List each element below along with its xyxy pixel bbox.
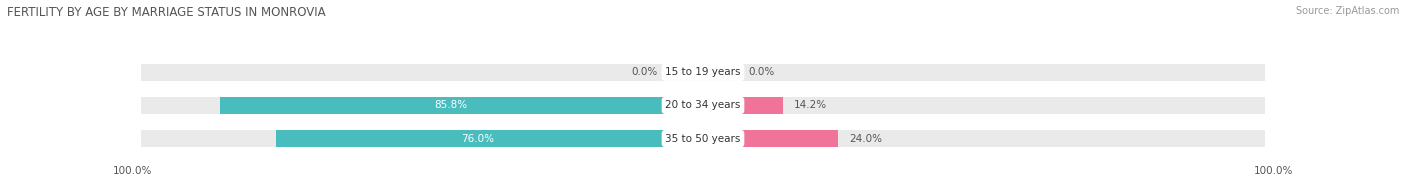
- Bar: [221, 97, 703, 114]
- Text: 100.0%: 100.0%: [112, 165, 152, 176]
- Bar: [703, 130, 838, 147]
- Text: 85.8%: 85.8%: [434, 100, 467, 110]
- Bar: [141, 130, 1265, 147]
- Bar: [141, 64, 1265, 81]
- Text: 14.2%: 14.2%: [794, 100, 827, 110]
- Text: 20 to 34 years: 20 to 34 years: [665, 100, 741, 110]
- Text: Source: ZipAtlas.com: Source: ZipAtlas.com: [1295, 6, 1399, 16]
- Bar: [276, 130, 703, 147]
- Text: 15 to 19 years: 15 to 19 years: [665, 67, 741, 77]
- Text: 0.0%: 0.0%: [748, 67, 775, 77]
- Bar: [703, 97, 783, 114]
- Text: FERTILITY BY AGE BY MARRIAGE STATUS IN MONROVIA: FERTILITY BY AGE BY MARRIAGE STATUS IN M…: [7, 6, 326, 19]
- Bar: [141, 97, 1265, 114]
- Text: 35 to 50 years: 35 to 50 years: [665, 133, 741, 143]
- Text: 76.0%: 76.0%: [461, 133, 495, 143]
- Text: 24.0%: 24.0%: [849, 133, 882, 143]
- Text: 100.0%: 100.0%: [1254, 165, 1294, 176]
- Text: 0.0%: 0.0%: [631, 67, 658, 77]
